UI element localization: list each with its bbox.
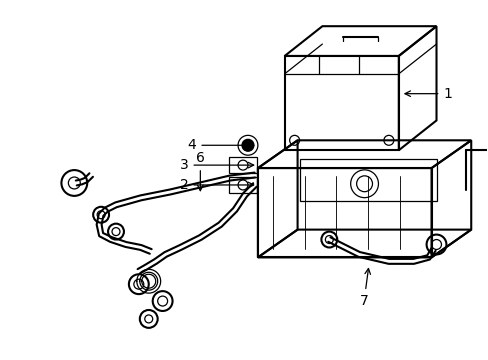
Text: 3: 3 (179, 158, 253, 172)
Text: 2: 2 (179, 178, 253, 192)
Text: 1: 1 (404, 87, 451, 101)
Text: 5: 5 (0, 359, 1, 360)
Text: 6: 6 (196, 151, 204, 191)
Text: 7: 7 (359, 269, 370, 308)
Circle shape (242, 139, 253, 151)
Text: 4: 4 (187, 138, 253, 152)
